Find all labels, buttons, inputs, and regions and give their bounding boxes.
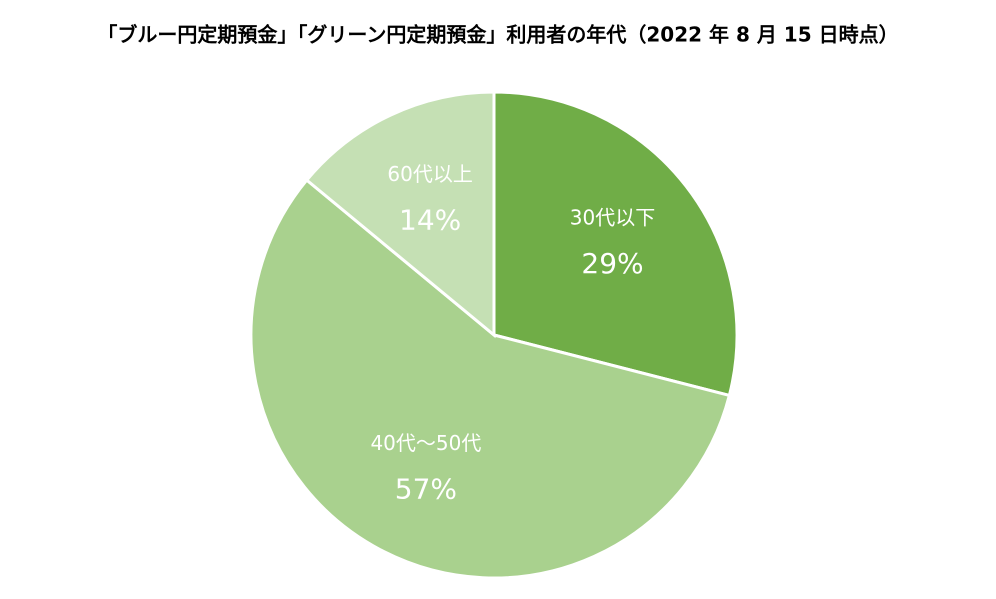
slice-category-label: 60代以上	[387, 162, 472, 186]
slice-value-label: 29%	[581, 247, 643, 280]
chart-title: 「ブルー円定期預金」「グリーン円定期預金」利用者の年代（2022 年 8 月 1…	[97, 23, 898, 47]
slice-category-label: 30代以下	[570, 206, 655, 230]
pie-slice	[492, 90, 739, 398]
pie-slice	[249, 177, 732, 580]
pie-slice	[304, 90, 496, 339]
slice-value-label: 57%	[395, 473, 457, 506]
slice-value-label: 14%	[399, 203, 461, 236]
slice-category-label: 40代～50代	[370, 431, 481, 455]
